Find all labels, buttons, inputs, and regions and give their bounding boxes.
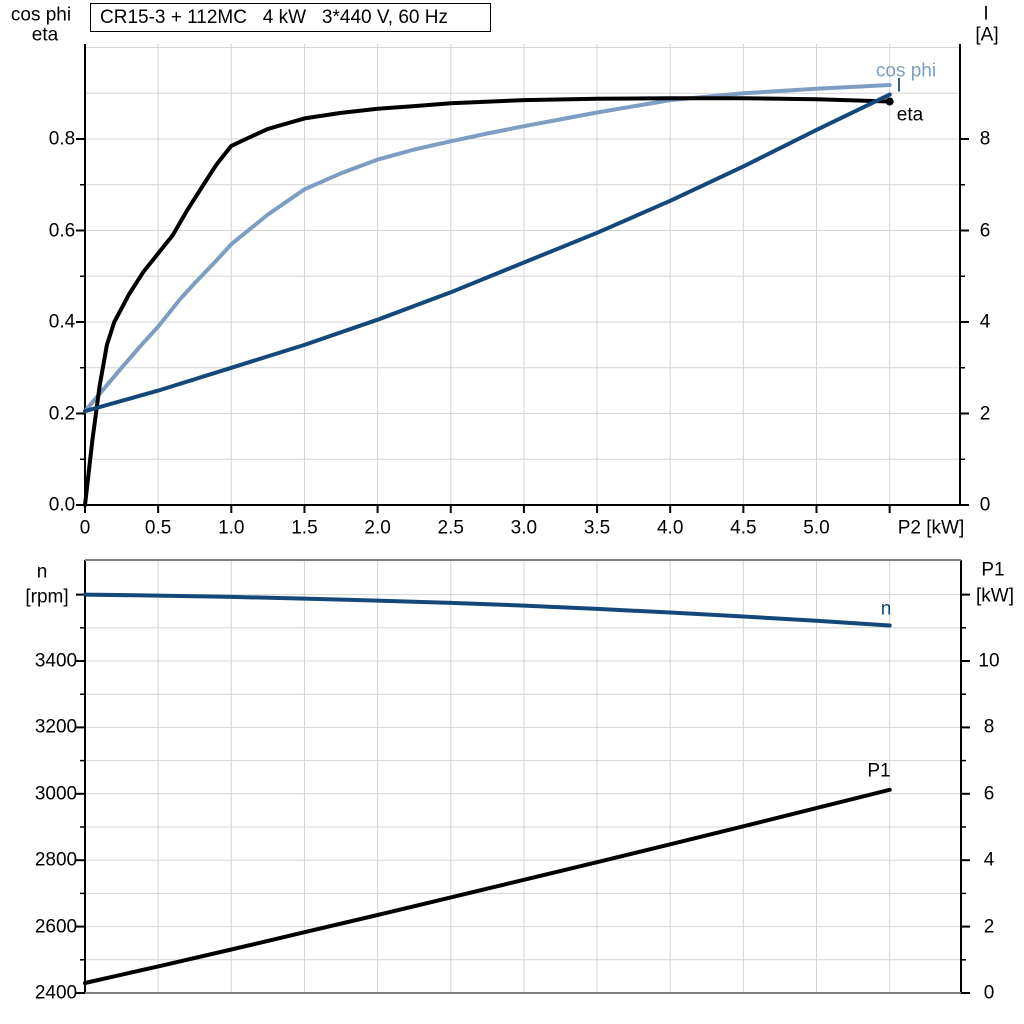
axis-title-ampere-unit: [A] — [975, 24, 999, 46]
x-tick-label: 2.5 — [437, 517, 464, 539]
x-tick-label: 0 — [79, 517, 91, 539]
left-tick-label: 0.8 — [48, 128, 76, 150]
right-tick-label: 10 — [978, 650, 1000, 672]
curve-label-cos-phi: cos phi — [875, 60, 937, 82]
right-tick-label: 4 — [979, 311, 991, 333]
x-tick-label: 3.0 — [510, 517, 538, 539]
curve-I — [83, 92, 892, 414]
right-tick-label: 0 — [983, 982, 995, 1004]
x-tick-label: 5.0 — [803, 517, 830, 539]
left-tick-label: 0.2 — [48, 403, 76, 424]
curve-label-P1: P1 — [867, 760, 891, 782]
right-tick-label: 8 — [979, 128, 991, 150]
x-tick-label: 3.5 — [583, 517, 611, 539]
x-tick-label: 1.0 — [218, 517, 245, 539]
curve-label-eta: eta — [896, 104, 924, 126]
curve-cos-phi — [83, 83, 892, 414]
right-tick-label: 4 — [983, 849, 995, 871]
x-tick-label: 1.5 — [291, 517, 318, 539]
right-tick-label: 0 — [979, 494, 991, 516]
left-tick-label: 3400 — [34, 650, 78, 672]
left-tick-label: 0.0 — [48, 494, 76, 516]
x-tick-label: 2.0 — [364, 517, 391, 539]
right-tick-label: 6 — [983, 783, 995, 805]
curve-label-n: n — [880, 598, 892, 620]
left-tick-label: 0.4 — [48, 311, 76, 333]
curve-eta — [83, 96, 892, 507]
x-tick-label: 4.5 — [730, 517, 757, 539]
right-tick-label: 2 — [983, 916, 995, 938]
left-tick-label: 0.6 — [48, 220, 76, 241]
x-tick-label: 0.5 — [144, 517, 172, 539]
right-tick-label: 6 — [979, 220, 991, 241]
curve-P1 — [83, 787, 892, 985]
right-tick-label: 8 — [983, 716, 995, 738]
left-tick-label: 2400 — [34, 982, 78, 1004]
axis-title-current: I — [983, 3, 989, 25]
chart-title-box: CR15-3 + 112MC 4 kW 3*440 V, 60 Hz — [90, 3, 491, 32]
axis-title-cos-phi: cos phi — [10, 4, 72, 26]
chart-title: CR15-3 + 112MC 4 kW 3*440 V, 60 Hz — [100, 6, 448, 28]
left-tick-label: 3200 — [34, 716, 78, 738]
axis-title-eta: eta — [31, 24, 59, 46]
x-tick-label: 4.0 — [656, 517, 684, 539]
right-tick-label: 2 — [979, 403, 991, 424]
curve-label-I: I — [896, 75, 902, 97]
left-tick-label: 2800 — [34, 849, 78, 871]
axis-title-speed: n — [36, 561, 48, 583]
left-tick-label: 2600 — [34, 916, 78, 938]
axis-title-rpm-unit: [rpm] — [25, 586, 69, 608]
curve-n — [83, 592, 892, 628]
axis-title-kw-unit: [kW] — [976, 585, 1014, 607]
left-tick-label: 3000 — [34, 783, 78, 805]
eta-curve-end-marker — [885, 97, 894, 106]
x-axis-label-p2: P2 [kW] — [897, 517, 965, 539]
axis-title-p1: P1 — [981, 559, 1005, 581]
